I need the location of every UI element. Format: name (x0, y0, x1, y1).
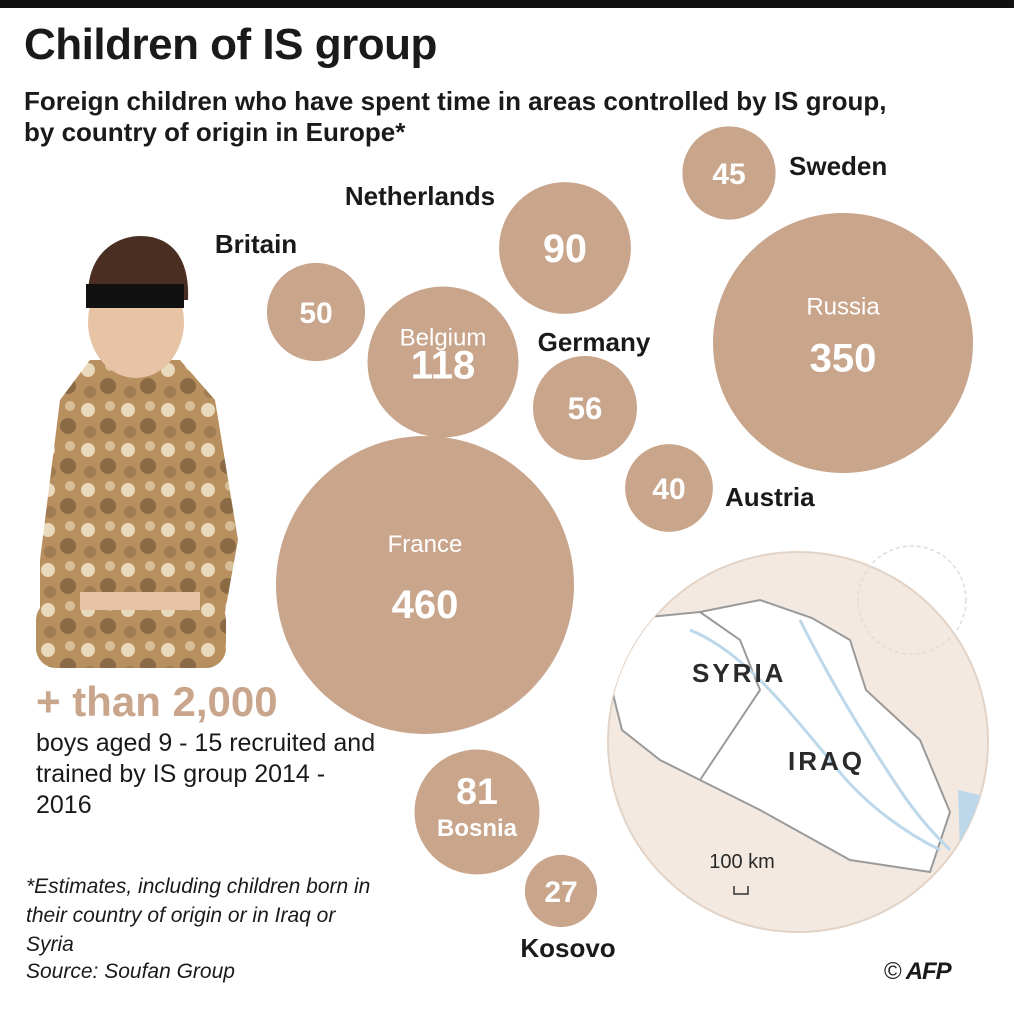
euphrates-river (689, 628, 941, 852)
page-subtitle: Foreign children who have spent time in … (24, 86, 887, 147)
afp-credit: © AFP (884, 958, 952, 986)
tigris-river (798, 619, 952, 852)
country-label-russia: Russia (806, 293, 880, 320)
globe-icon (857, 545, 967, 655)
scale-label: 100 km (709, 851, 775, 873)
value-label-austria: 40 (652, 473, 685, 506)
country-label-netherlands: Netherlands (345, 181, 495, 211)
country-label-sweden: Sweden (789, 151, 887, 181)
country-label-britain: Britain (215, 229, 297, 259)
bubble-france (276, 436, 574, 734)
country-label-belgium: Belgium (400, 324, 487, 351)
country-label-bosnia: Bosnia (437, 815, 518, 842)
map-label-iraq: IRAQ (788, 746, 865, 776)
value-label-britain: 50 (299, 297, 332, 330)
bubble-bosnia (414, 749, 540, 875)
stat-headline: + than 2,000 (36, 678, 278, 725)
value-label-russia: 350 (810, 337, 877, 381)
country-label-germany: Germany (538, 327, 651, 357)
scale-bar (733, 886, 749, 895)
page-title: Children of IS group (24, 20, 437, 69)
boy-illustration (36, 236, 238, 668)
bubble-britain (266, 262, 366, 362)
top-rule (0, 0, 1014, 8)
value-label-belgium: 118 (411, 344, 476, 388)
copyright-symbol: © (884, 958, 902, 985)
bubble-austria (625, 444, 713, 532)
bubble-russia (713, 213, 973, 473)
value-label-france: 460 (392, 583, 459, 627)
syria-iraq-land (610, 598, 952, 874)
map-label-syria: SYRIA (692, 658, 786, 688)
source-note: Source: Soufan Group (26, 960, 235, 983)
footnote: *Estimates, including children born in t… (26, 875, 371, 956)
stat-description: boys aged 9 - 15 recruited and trained b… (36, 729, 376, 819)
value-label-sweden: 45 (712, 158, 745, 191)
bubble-sweden (682, 126, 776, 220)
country-label-austria: Austria (725, 482, 815, 512)
afp-logo: AFP (905, 958, 952, 985)
value-label-netherlands: 90 (543, 227, 587, 271)
bubble-belgium (367, 286, 519, 438)
value-label-kosovo: 27 (544, 876, 577, 909)
border-line (699, 611, 762, 781)
value-label-germany: 56 (568, 391, 603, 426)
bubble-netherlands (499, 182, 631, 314)
bubble-kosovo (524, 854, 598, 928)
bubble-germany (533, 356, 637, 460)
value-label-bosnia: 81 (456, 770, 498, 812)
region-map: SYRIA IRAQ 100 km (607, 545, 989, 933)
country-label-france: France (388, 531, 463, 558)
country-label-kosovo: Kosovo (520, 933, 615, 963)
headband (86, 284, 184, 308)
